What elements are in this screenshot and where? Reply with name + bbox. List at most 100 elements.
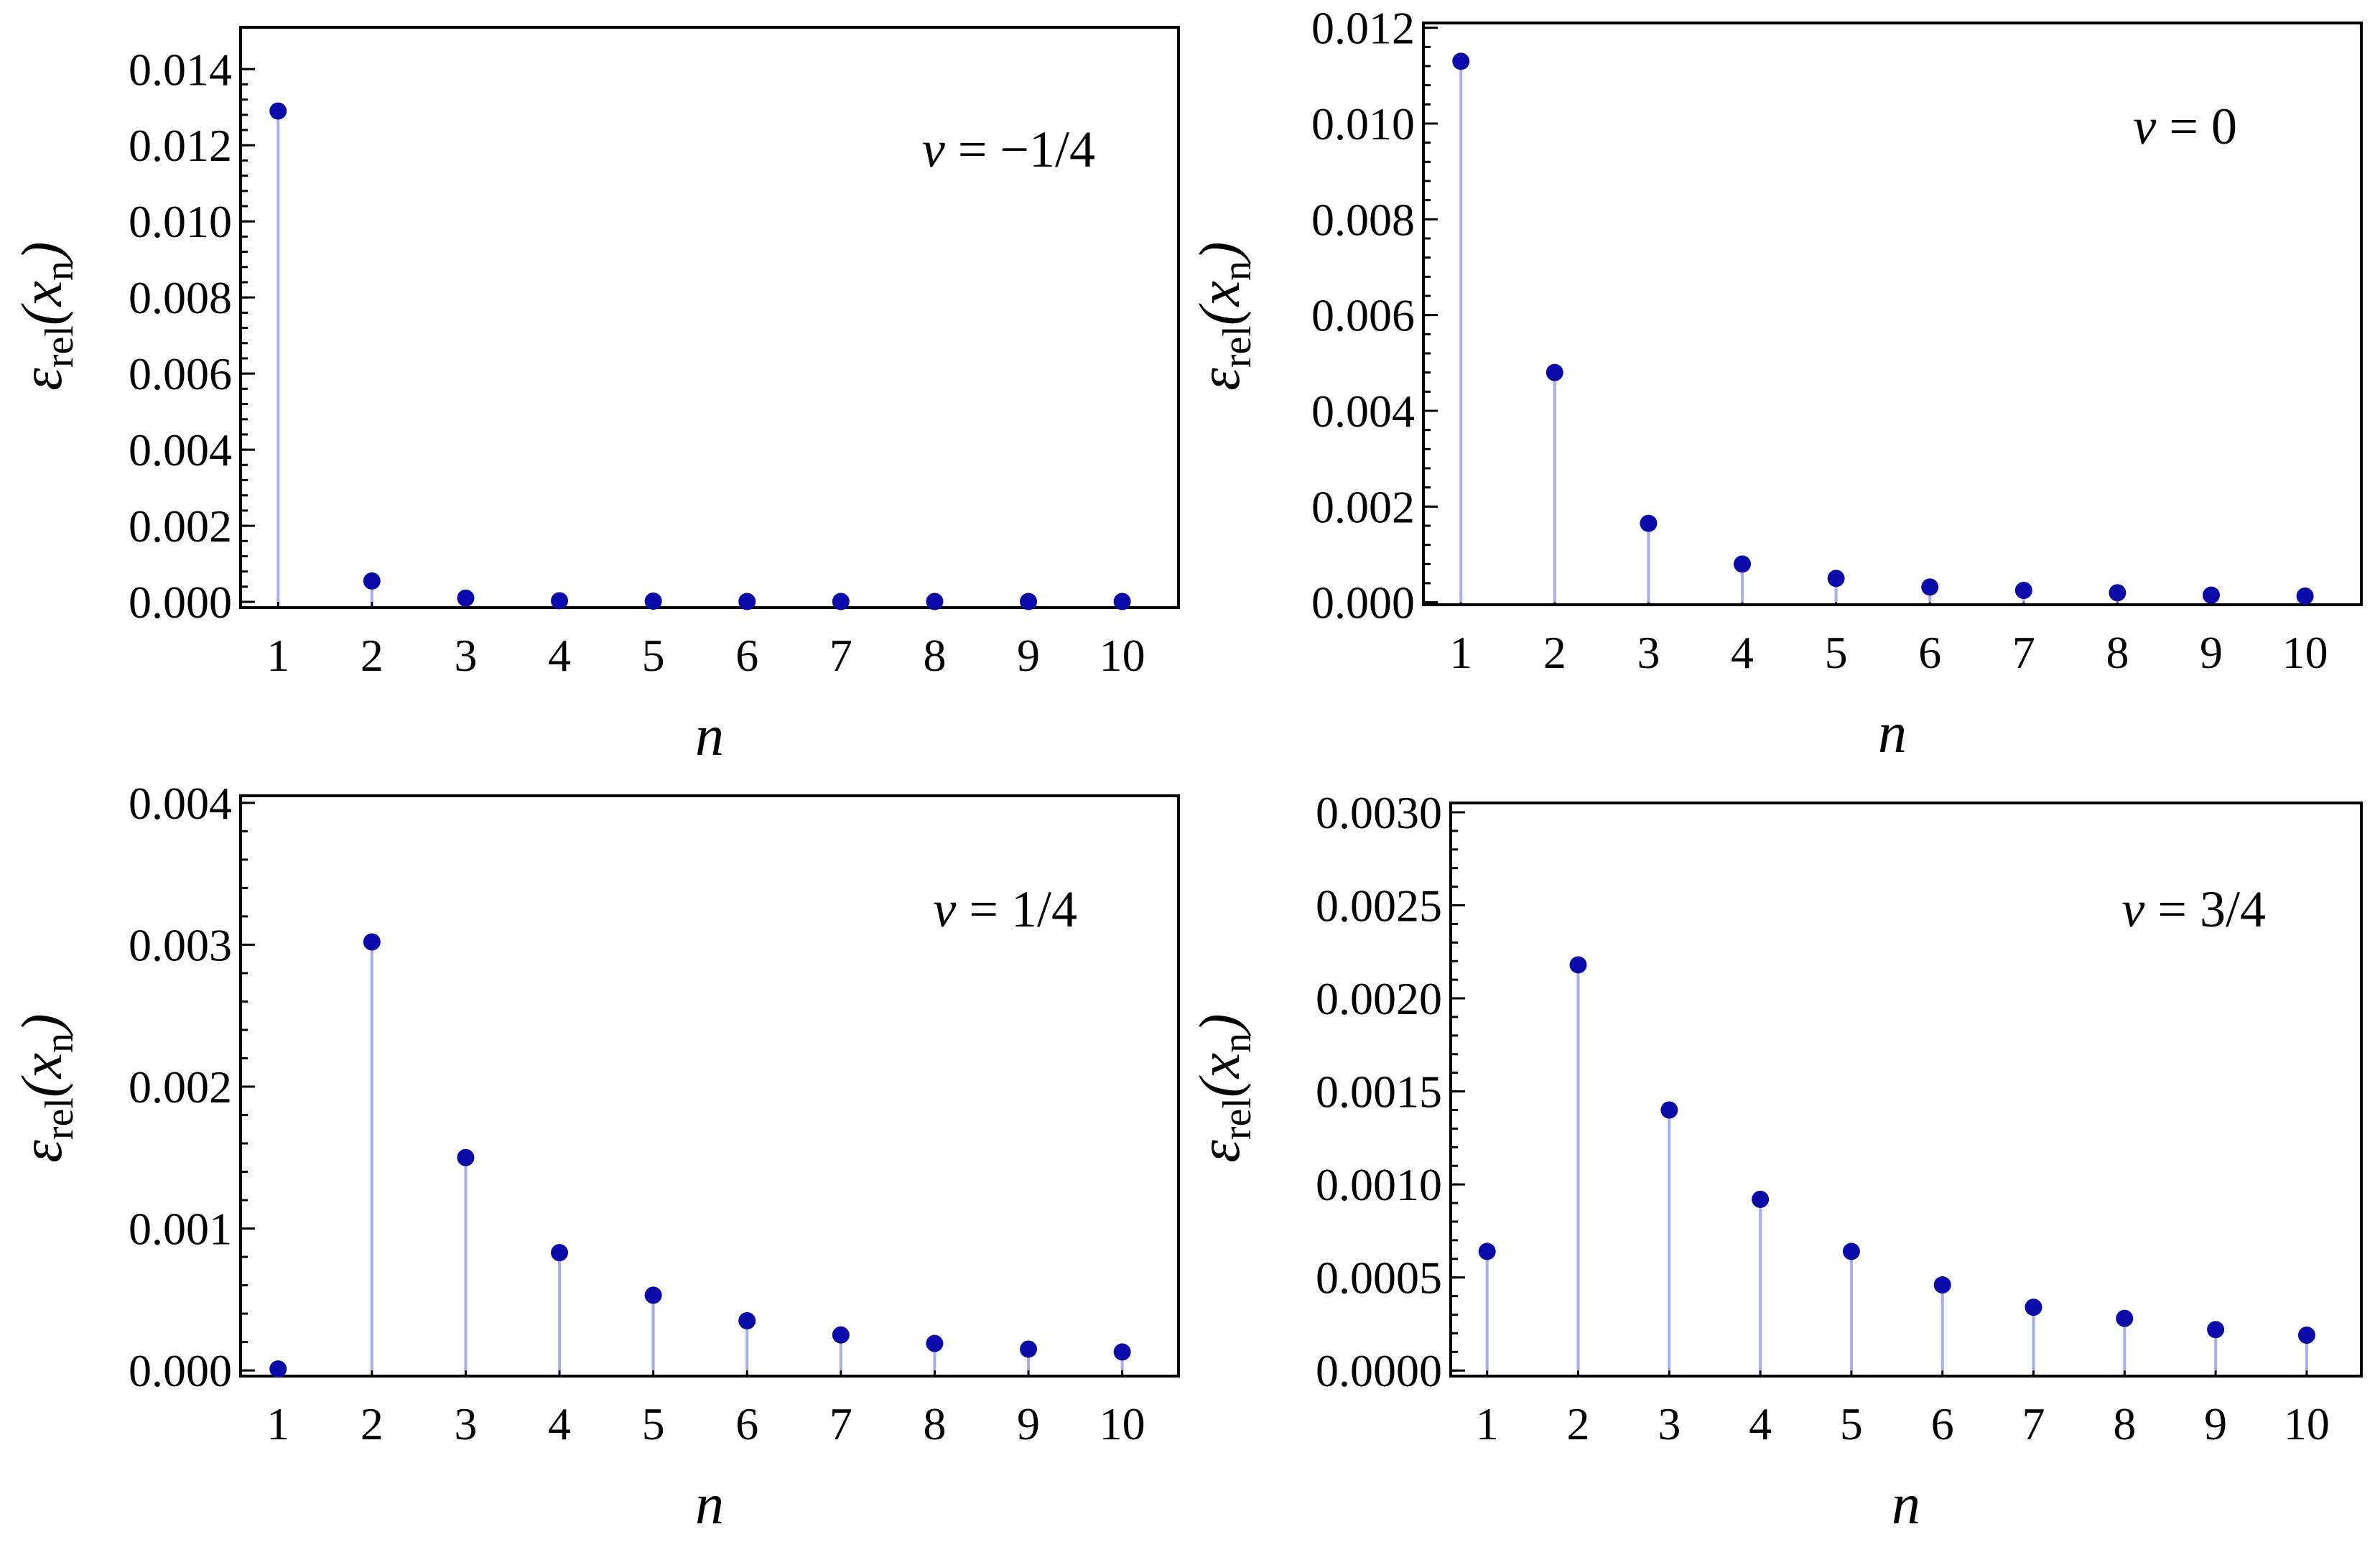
x-tick-label: 4 bbox=[1749, 1398, 1772, 1449]
data-point bbox=[1752, 1190, 1770, 1208]
x-tick-label: 2 bbox=[1567, 1398, 1590, 1449]
nu-annotation: ν = −1/4 bbox=[922, 121, 1095, 178]
y-tick-label: 0.0025 bbox=[1316, 881, 1442, 932]
y-tick-label: 0.008 bbox=[129, 272, 232, 323]
data-point bbox=[644, 1286, 662, 1304]
x-tick-label: 7 bbox=[829, 1398, 852, 1449]
y-tick-label: 0.001 bbox=[129, 1204, 232, 1255]
y-label-arg-sub: n bbox=[37, 1033, 82, 1053]
y-label-close: ) bbox=[1189, 241, 1252, 264]
nu-annotation: ν = 3/4 bbox=[2121, 881, 2266, 938]
data-point bbox=[832, 1326, 850, 1344]
data-point bbox=[2014, 582, 2032, 599]
y-axis-label: εrel(xn) bbox=[11, 1013, 82, 1162]
data-point bbox=[269, 102, 287, 120]
data-point bbox=[457, 1148, 475, 1166]
plot-frame bbox=[1422, 22, 2363, 606]
data-point bbox=[644, 592, 662, 610]
y-tick-label: 0.0030 bbox=[1316, 787, 1442, 838]
nu-operator: = bbox=[2169, 98, 2211, 155]
x-tick-label: 9 bbox=[2200, 627, 2223, 678]
x-tick-label: 4 bbox=[548, 630, 571, 681]
x-tick-label: 3 bbox=[1637, 627, 1660, 678]
y-label-close: ) bbox=[11, 241, 74, 264]
data-point bbox=[1113, 1343, 1131, 1361]
y-tick-label: 0.004 bbox=[129, 778, 232, 829]
x-tick-label: 6 bbox=[1918, 627, 1941, 678]
data-point bbox=[2116, 1309, 2134, 1327]
x-tick-label: 9 bbox=[1017, 630, 1040, 681]
x-tick-label: 3 bbox=[454, 630, 477, 681]
data-point bbox=[269, 1360, 287, 1378]
data-point bbox=[2207, 1321, 2225, 1339]
x-tick-label: 10 bbox=[1100, 1398, 1145, 1449]
x-tick-label: 10 bbox=[2284, 1398, 2330, 1449]
nu-operator: = bbox=[958, 121, 1000, 178]
panel-nu-zero: 0.000 0.002 0.004 0.006 0.008 0.010 0.012 1 2 3 4 5… bbox=[1189, 3, 2363, 765]
y-tick-label: 0.004 bbox=[129, 424, 232, 475]
x-tick-label: 3 bbox=[1658, 1398, 1681, 1449]
x-tick-label: 2 bbox=[361, 630, 384, 681]
y-tick-label: 0.008 bbox=[1311, 194, 1415, 245]
nu-symbol: ν bbox=[933, 881, 969, 938]
nu-operator: = bbox=[969, 881, 1011, 938]
y-tick-label: 0.002 bbox=[129, 1062, 232, 1113]
x-tick-label: 1 bbox=[1476, 1398, 1499, 1449]
x-axis-label: n bbox=[1878, 702, 1907, 765]
y-tick-label: 0.000 bbox=[129, 577, 232, 628]
y-label-arg: (x bbox=[1189, 1053, 1252, 1097]
y-tick-label: 0.000 bbox=[129, 1345, 232, 1396]
y-tick-label: 0.004 bbox=[1311, 386, 1415, 437]
y-label-sub: rel bbox=[1215, 1097, 1260, 1140]
y-label-arg: (x bbox=[1189, 281, 1252, 325]
y-tick-label: 0.0020 bbox=[1316, 973, 1442, 1024]
data-point bbox=[738, 1311, 756, 1329]
x-tick-label: 5 bbox=[642, 630, 665, 681]
x-tick-label: 6 bbox=[735, 1398, 758, 1449]
x-tick-label: 1 bbox=[266, 1398, 289, 1449]
x-tick-label: 8 bbox=[923, 630, 946, 681]
x-tick-label: 7 bbox=[2012, 627, 2035, 678]
panel-nu-three-quarters: 0.0000 0.0005 0.0010 0.0015 0.0020 0.0025 0.00… bbox=[1189, 787, 2363, 1536]
x-tick-label: 5 bbox=[642, 1398, 665, 1449]
data-point bbox=[738, 593, 756, 610]
data-point bbox=[832, 593, 850, 610]
nu-value: 1/4 bbox=[1011, 881, 1077, 938]
y-label-main: ε bbox=[1189, 368, 1252, 391]
plot-frame bbox=[1449, 802, 2363, 1378]
y-tick-label: 0.006 bbox=[129, 348, 232, 399]
data-point bbox=[551, 1244, 569, 1262]
data-point bbox=[1478, 1243, 1496, 1260]
y-label-close: ) bbox=[11, 1013, 74, 1036]
x-tick-label: 9 bbox=[2204, 1398, 2227, 1449]
data-point bbox=[1020, 593, 1038, 610]
nu-annotation: ν = 1/4 bbox=[933, 881, 1077, 938]
x-axis-label: n bbox=[1892, 1473, 1920, 1536]
x-tick-label: 6 bbox=[735, 630, 758, 681]
y-label-sub: rel bbox=[1215, 325, 1260, 368]
y-label-arg-sub: n bbox=[1215, 261, 1260, 281]
x-tick-label: 10 bbox=[1100, 630, 1145, 681]
plot-frame bbox=[239, 26, 1180, 609]
x-tick-label: 3 bbox=[454, 1398, 477, 1449]
y-label-sub: rel bbox=[37, 1097, 82, 1140]
y-tick-label: 0.0000 bbox=[1316, 1345, 1442, 1396]
y-tick-label: 0.0010 bbox=[1316, 1159, 1442, 1210]
data-point bbox=[1842, 1243, 1860, 1260]
y-axis-label: εrel(xn) bbox=[11, 241, 82, 390]
data-point bbox=[1569, 956, 1587, 974]
x-tick-label: 8 bbox=[2113, 1398, 2136, 1449]
data-point bbox=[926, 593, 944, 610]
y-tick-label: 0.002 bbox=[1311, 481, 1415, 532]
x-tick-label: 8 bbox=[2106, 627, 2129, 678]
panel-nu-minus-quarter: 0.000 0.002 0.004 0.006 0.008 0.010 0.012 0.014… bbox=[11, 26, 1180, 768]
data-point bbox=[1933, 1276, 1951, 1294]
data-point bbox=[2297, 1327, 2315, 1344]
nu-value: 0 bbox=[2211, 98, 2237, 155]
x-tick-label: 9 bbox=[1017, 1398, 1040, 1449]
nu-value: −1/4 bbox=[1000, 121, 1095, 178]
data-point bbox=[2109, 584, 2126, 602]
x-tick-label: 7 bbox=[829, 630, 852, 681]
y-tick-label: 0.010 bbox=[1311, 98, 1415, 149]
